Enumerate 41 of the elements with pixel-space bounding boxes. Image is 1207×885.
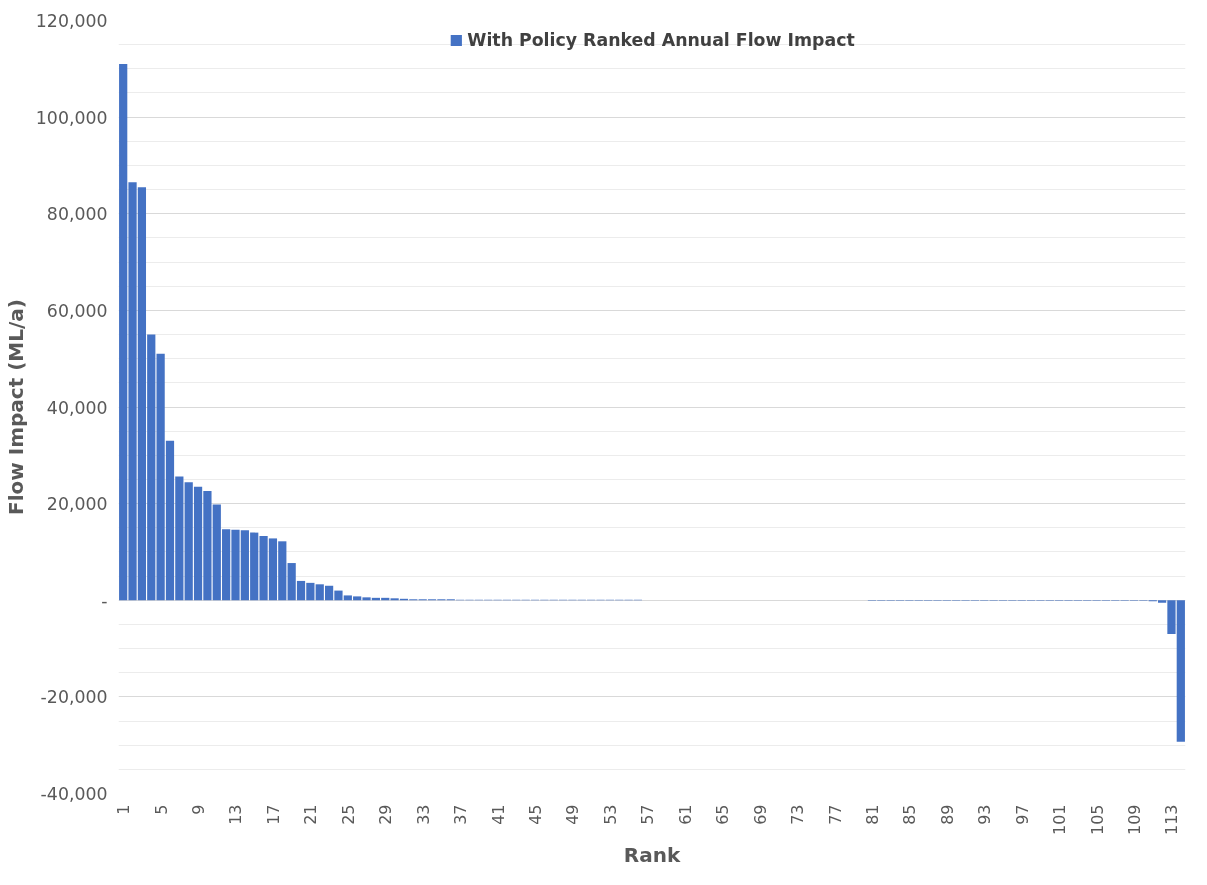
x-tick-label: 101 [1050,804,1070,836]
x-tick-label: 9 [189,804,209,815]
x-tick-label: 49 [563,804,583,825]
y-tick-label: 60,000 [46,300,108,321]
y-tick-label: -40,000 [40,784,108,804]
x-tick-label: 113 [1162,804,1182,836]
x-axis-title: Rank [623,843,681,868]
x-tick-label: 93 [975,804,995,825]
x-tick-label: 73 [788,804,808,825]
x-tick-label: 61 [675,804,695,825]
x-tick-label: 29 [376,804,396,825]
x-tick-label: 25 [338,804,358,825]
x-tick-label: 33 [413,804,433,825]
x-tick-label: 17 [263,804,283,825]
x-tick-label: 69 [750,804,770,825]
y-tick-label: - [101,590,108,611]
x-tick-label: 13 [226,804,246,825]
y-tick-label: -20,000 [40,687,108,708]
x-tick-label: 37 [451,804,471,825]
y-tick-label: 100,000 [35,107,108,128]
x-tick-label: 1 [114,804,134,815]
x-tick-label: 53 [600,804,620,825]
x-tick-label: 5 [151,804,171,815]
legend-label: With Policy Ranked Annual Flow Impact [467,30,855,50]
x-tick-label: 105 [1087,804,1107,836]
y-tick-label: 120,000 [35,11,108,31]
y-tick-label: 80,000 [46,204,108,225]
y-tick-label: 20,000 [46,494,108,515]
y-axis-title: Flow Impact (ML/a) [3,299,28,515]
x-tick-label: 81 [862,804,882,825]
x-tick-label: 77 [825,804,845,825]
x-tick-label: 45 [526,804,545,825]
x-tick-label: 65 [713,804,733,825]
x-tick-label: 97 [1012,804,1032,825]
x-tick-label: 21 [301,804,321,825]
x-tick-label: 89 [937,804,957,825]
x-tick-label: 57 [638,804,658,825]
x-tick-label: 41 [488,804,508,825]
x-tick-label: 85 [900,804,920,825]
x-tick-label: 109 [1125,804,1145,836]
y-tick-label: 40,000 [46,397,108,418]
